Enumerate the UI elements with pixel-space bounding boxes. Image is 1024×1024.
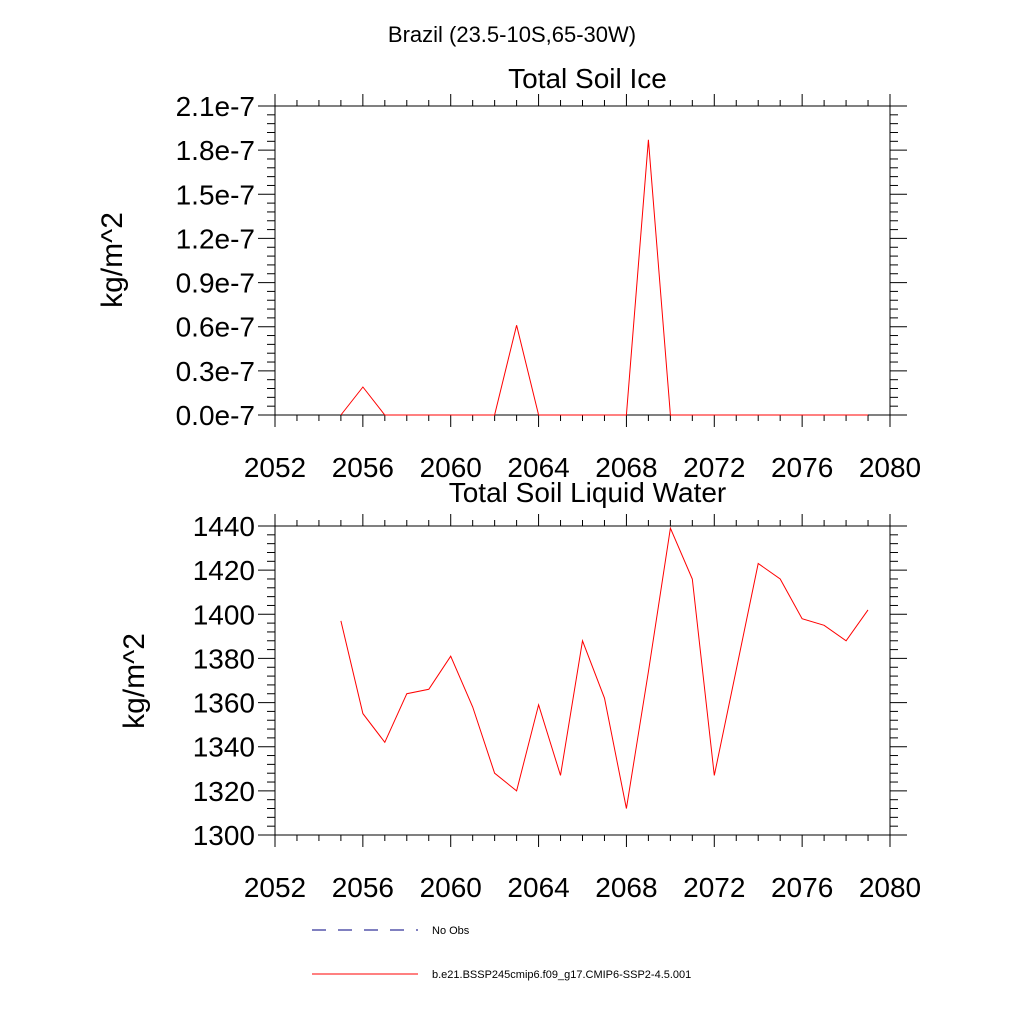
chart0-y-tick-label: 1.5e-7 — [176, 179, 255, 210]
panel-total-soil-ice: Total Soil Ice kg/m^2 2052 2056 2060 2064 2068… — [96, 63, 921, 483]
chart1-y-tick-label: 1420 — [193, 555, 255, 586]
chart1-y-tick-label: 1380 — [193, 643, 255, 674]
chart1-y-tick-label: 1300 — [193, 820, 255, 851]
chart0-y-tick-label: 1.8e-7 — [176, 135, 255, 166]
chart1-x-tick-label: 2068 — [595, 872, 657, 903]
chart1-y-tick-label: 1440 — [193, 511, 255, 542]
chart0-x-tick-label: 2072 — [683, 452, 745, 483]
chart0-x-tick-label: 2080 — [859, 452, 921, 483]
chart0-y-axis-label: kg/m^2 — [96, 212, 129, 308]
chart0-series-line — [340, 139, 868, 416]
chart1-x-tick-label: 2064 — [507, 872, 569, 903]
chart0-x-tick-label: 2052 — [244, 452, 306, 483]
legend-label-model-run: b.e21.BSSP245cmip6.f09_g17.CMIP6-SSP2-4.… — [432, 969, 691, 981]
chart0-y-tick-label: 1.2e-7 — [176, 223, 255, 254]
chart0-y-tick-label: 0.0e-7 — [176, 400, 255, 431]
chart0-y-tick-label: 0.6e-7 — [176, 312, 255, 343]
chart0-y-tick-label: 2.1e-7 — [176, 91, 255, 122]
chart1-y-tick-label: 1320 — [193, 776, 255, 807]
chart1-y-tick-label: 1340 — [193, 732, 255, 763]
chart0-x-tick-label: 2076 — [771, 452, 833, 483]
panel-total-soil-liquid-water: Total Soil Liquid Water kg/m^2 2052 2056 206… — [118, 477, 921, 903]
chart1-x-tick-label: 2060 — [420, 872, 482, 903]
chart1-x-tick-label: 2080 — [859, 872, 921, 903]
chart1-x-tick-label: 2076 — [771, 872, 833, 903]
region-title: Brazil (23.5-10S,65-30W) — [388, 22, 636, 47]
chart0-x-tick-label: 2064 — [507, 452, 569, 483]
chart1-x-tick-label: 2052 — [244, 872, 306, 903]
chart1-x-tick-label: 2072 — [683, 872, 745, 903]
chart1-title: Total Soil Liquid Water — [449, 477, 727, 508]
chart1-plot-frame — [274, 525, 891, 836]
chart0-x-tick-label: 2056 — [332, 452, 394, 483]
chart0-title: Total Soil Ice — [508, 63, 667, 94]
chart1-x-tick-label: 2056 — [332, 872, 394, 903]
chart0-x-tick-label: 2060 — [420, 452, 482, 483]
chart0-plot-frame — [274, 105, 891, 416]
chart0-y-tick-label: 0.3e-7 — [176, 356, 255, 387]
chart0-x-tick-label: 2068 — [595, 452, 657, 483]
chart1-y-tick-label: 1360 — [193, 688, 255, 719]
chart0-y-tick-label: 0.9e-7 — [176, 268, 255, 299]
legend: No Obs b.e21.BSSP245cmip6.f09_g17.CMIP6-… — [312, 925, 691, 981]
chart1-y-axis-label: kg/m^2 — [118, 633, 151, 729]
chart1-y-tick-label: 1400 — [193, 599, 255, 630]
legend-label-no-obs: No Obs — [432, 925, 470, 937]
chart1-series-line — [340, 526, 869, 809]
